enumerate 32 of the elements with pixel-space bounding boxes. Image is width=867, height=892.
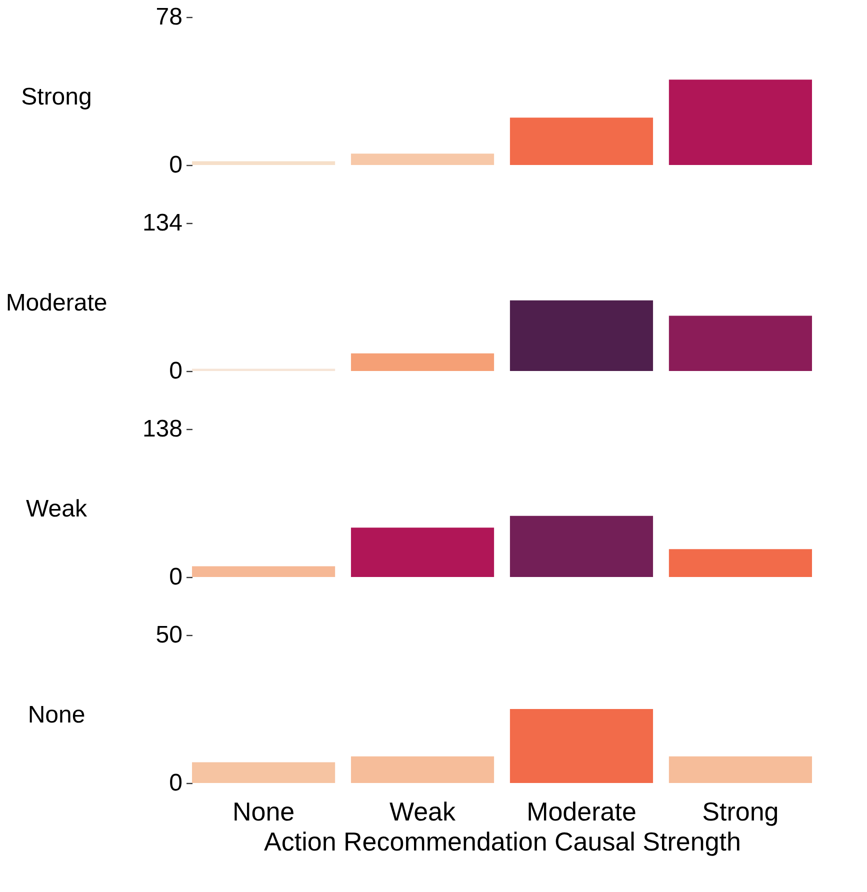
y-tick-label: 78 <box>156 4 182 30</box>
y-axis-title: Moderate <box>6 290 108 316</box>
bar <box>668 316 812 371</box>
y-axis-title: Weak <box>26 496 88 522</box>
bar <box>192 762 336 783</box>
x-tick-label: Moderate <box>526 796 636 826</box>
y-axis-title: Strong <box>21 84 92 110</box>
bar <box>510 516 654 577</box>
y-tick-label: 0 <box>169 358 182 384</box>
y-tick-label: 0 <box>169 564 182 590</box>
y-tick-label: 0 <box>169 770 182 796</box>
y-tick-label: 138 <box>142 416 182 442</box>
bar <box>350 154 494 165</box>
bar <box>510 709 654 783</box>
bar <box>192 566 336 577</box>
x-axis-title: Action Recommendation Causal Strength <box>264 826 741 856</box>
y-tick-label: 0 <box>169 152 182 178</box>
x-tick-label: Weak <box>390 796 457 826</box>
bar <box>668 549 812 577</box>
x-tick-label: None <box>232 796 295 826</box>
y-tick-label: 134 <box>142 210 182 236</box>
bar <box>192 161 336 165</box>
bar <box>510 300 654 371</box>
bar <box>350 353 494 371</box>
bar <box>668 80 812 165</box>
bar <box>350 528 494 577</box>
bar <box>510 118 654 165</box>
x-tick-label: Strong <box>702 796 779 826</box>
bar <box>668 756 812 783</box>
bar <box>350 756 494 783</box>
y-axis-title: None <box>28 702 86 728</box>
y-tick-label: 50 <box>156 622 182 648</box>
